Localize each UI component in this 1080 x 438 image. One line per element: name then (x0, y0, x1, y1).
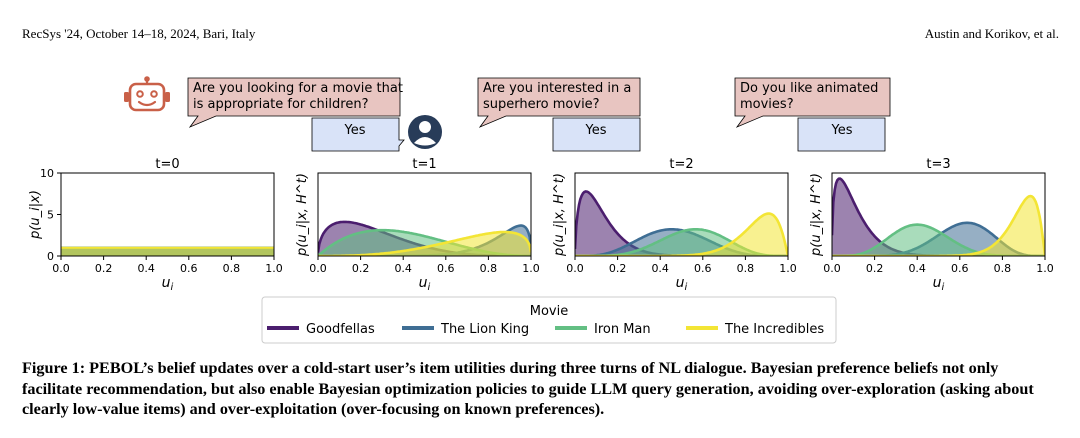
panel-title: t=2 (669, 157, 693, 172)
panel-title: t=0 (155, 157, 179, 172)
x-tick-label: 0.8 (223, 262, 241, 275)
legend-label-goodfellas: Goodfellas (306, 322, 375, 337)
x-tick-label: 0.0 (566, 262, 584, 275)
answer-bubble-3: Yes (797, 117, 886, 152)
legend-title: Movie (530, 304, 568, 319)
x-axis-label: ui (933, 275, 945, 293)
y-axis-label: p(u_i|x) (28, 190, 43, 240)
x-axis-label: ui (419, 275, 431, 293)
panel-t=2: t=2 0.0 0.2 0.4 0.6 0.8 1.0 ui p(u_i|x, H^t) (552, 157, 797, 293)
question-1-line-1: Are you looking for a movie that (193, 81, 403, 96)
running-header-right: Austin and Korikov, et al. (924, 26, 1059, 41)
figure-caption: Figure 1: PEBOL’s belief updates over a … (22, 359, 1034, 418)
x-tick-label: 0.6 (694, 262, 712, 275)
x-tick-label: 0.8 (480, 262, 498, 275)
area-the-incredibles (575, 213, 788, 256)
x-tick-label: 1.0 (779, 262, 797, 275)
question-1-line-2: is appropriate for children? (193, 97, 368, 112)
question-2-line-2: superhero movie? (483, 97, 600, 112)
panel-title: t=1 (412, 157, 436, 172)
question-2-line-1: Are you interested in a (483, 81, 631, 96)
belief-panels: t=0 0.0 0.2 0.4 0.6 0.8 1.0 0 5 10 ui p(u_i|x) t=1 0.… (28, 157, 1054, 293)
axes-frame (574, 172, 789, 257)
x-tick-label: 0.4 (137, 262, 155, 275)
legend-label-the-incredibles: The Incredibles (724, 322, 824, 337)
x-axis-label: ui (162, 275, 174, 293)
y-tick-label: 10 (40, 167, 54, 180)
x-tick-label: 0.2 (866, 262, 884, 275)
x-tick-label: 1.0 (1036, 262, 1054, 275)
answer-2: Yes (585, 123, 607, 138)
x-tick-label: 0.2 (95, 262, 113, 275)
legend: Movie Goodfellas The Lion King Iron Man The… (261, 296, 837, 344)
x-tick-label: 0.4 (908, 262, 926, 275)
y-tick-label: 5 (47, 209, 54, 222)
y-axis-label: p(u_i|x, H^t) (295, 173, 310, 257)
x-tick-label: 1.0 (522, 262, 540, 275)
question-3-line-2: movies? (740, 97, 794, 112)
question-bubble-1: Are you looking for a movie that is appr… (187, 77, 403, 128)
x-tick-label: 0.8 (994, 262, 1012, 275)
question-bubble-3: Do you like animated movies? (734, 77, 891, 128)
question-3-line-1: Do you like animated (740, 81, 878, 96)
legend-label-iron-man: Iron Man (594, 322, 651, 337)
question-bubble-2: Are you interested in a superhero movie? (477, 77, 641, 128)
panel-t=0: t=0 0.0 0.2 0.4 0.6 0.8 1.0 0 5 10 ui p(u_i|x) (28, 157, 283, 293)
x-tick-label: 0.0 (52, 262, 70, 275)
x-tick-label: 0.2 (609, 262, 627, 275)
y-axis-label: p(u_i|x, H^t) (552, 173, 567, 257)
panel-t=1: t=1 0.0 0.2 0.4 0.6 0.8 1.0 ui p(u_i|x, H^t) (295, 157, 540, 293)
x-tick-label: 0.0 (823, 262, 841, 275)
x-tick-label: 0.8 (737, 262, 755, 275)
y-tick-label: 0 (47, 250, 54, 263)
axes-frame (831, 172, 1046, 257)
area-iron-man (318, 230, 531, 256)
x-tick-label: 0.2 (352, 262, 370, 275)
answer-bubble-1: Yes (311, 117, 405, 152)
panel-t=3: t=3 0.0 0.2 0.4 0.6 0.8 1.0 ui p(u_i|x, H^t) (809, 157, 1054, 293)
curve-the-incredibles (832, 194, 1045, 256)
x-tick-label: 0.4 (394, 262, 412, 275)
figure-1: Are you looking for a movie that is appr… (28, 76, 1054, 344)
area-goodfellas (832, 178, 1045, 256)
x-tick-label: 0.4 (651, 262, 669, 275)
area-the-incredibles (318, 232, 531, 256)
area-the-incredibles (61, 247, 274, 256)
axes-frame (317, 172, 532, 257)
x-tick-label: 0.6 (437, 262, 455, 275)
robot-icon (124, 76, 170, 112)
user-avatar-icon (408, 115, 442, 149)
x-tick-label: 1.0 (265, 262, 283, 275)
x-tick-label: 0.6 (180, 262, 198, 275)
axes-frame (60, 172, 275, 257)
legend-label-the-lion-king: The Lion King (440, 322, 529, 337)
x-axis-label: ui (676, 275, 688, 293)
answer-3: Yes (831, 123, 853, 138)
x-tick-label: 0.0 (309, 262, 327, 275)
running-header-left: RecSys '24, October 14–18, 2024, Bari, I… (22, 26, 256, 41)
answer-bubble-2: Yes (552, 117, 641, 152)
y-axis-label: p(u_i|x, H^t) (809, 173, 824, 257)
area-goodfellas (575, 191, 788, 256)
panel-title: t=3 (926, 157, 950, 172)
x-tick-label: 0.6 (951, 262, 969, 275)
answer-1: Yes (344, 123, 366, 138)
area-iron-man (832, 224, 1045, 256)
